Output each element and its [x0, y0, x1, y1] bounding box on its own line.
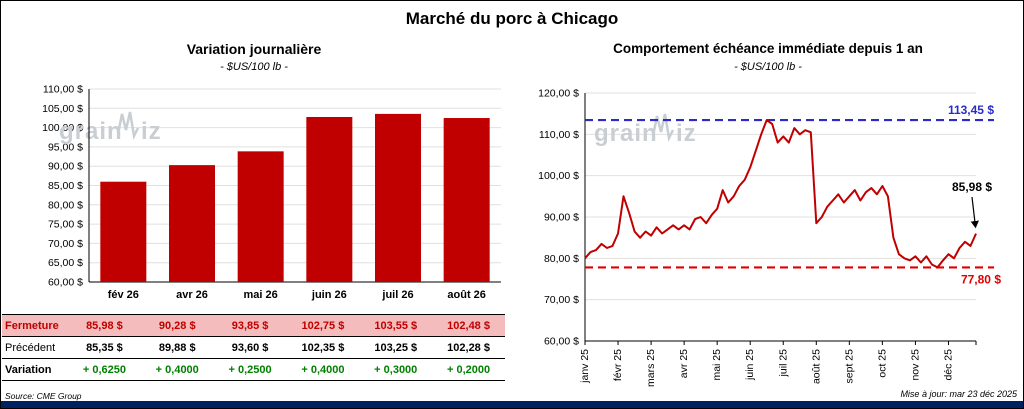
y-tick-label: 75,00 $	[48, 219, 83, 231]
bar-chart-title: Variation journalière	[186, 41, 322, 57]
y-tick-label: 110,00 $	[43, 84, 83, 96]
table-cell: 89,88 $	[158, 341, 196, 354]
grainwiz-watermark: grain iz	[594, 113, 697, 147]
table-cell: + 0,6250	[82, 363, 126, 376]
x-category-label: avr 26	[176, 289, 208, 301]
table-cell: + 0,4000	[155, 363, 199, 376]
max-value-label: 113,45 $	[948, 103, 994, 117]
page-title: Marché du porc à Chicago	[405, 9, 619, 28]
y-tick-label: 120,00 $	[538, 88, 579, 100]
bar	[169, 165, 215, 282]
table-cell: 85,98 $	[86, 319, 123, 332]
table-cell: + 0,2500	[228, 363, 272, 376]
x-category-label: avr 25	[678, 349, 690, 378]
y-tick-label: 90,00 $	[48, 161, 83, 173]
y-tick-label: 60,00 $	[544, 336, 579, 348]
y-tick-label: 90,00 $	[544, 212, 579, 224]
svg-text:iz: iz	[676, 120, 697, 147]
y-tick-label: 70,00 $	[48, 238, 83, 250]
table-cell: 90,28 $	[158, 319, 196, 332]
table-cell: 93,85 $	[231, 319, 269, 332]
table-cell: 103,25 $	[374, 341, 418, 354]
bottom-accent-bar	[1, 401, 1023, 408]
table-cell: 85,35 $	[86, 341, 123, 354]
x-category-label: août 26	[447, 289, 486, 301]
immediate-maturity-line-chart: 120,00 $ 110,00 $ 100,00 $ 90,00 $ 80,00 $ 70…	[538, 88, 1001, 387]
bar	[100, 181, 147, 282]
table-cell: + 0,2000	[447, 363, 491, 376]
table-cell: 93,60 $	[231, 341, 269, 354]
line-chart-title: Comportement échéance immédiate depuis 1…	[613, 41, 923, 56]
bar	[306, 116, 353, 282]
bar	[237, 151, 284, 282]
x-category-label: juil 25	[777, 349, 789, 378]
table-cell: 102,28 $	[447, 341, 490, 354]
lightning-icon	[116, 111, 140, 140]
table-row-precedent: Précédent 85,35 $ 89,88 $ 93,60 $ 102,35 $ 10…	[2, 336, 505, 358]
y-tick-label: 85,00 $	[48, 180, 83, 192]
table-cell: + 0,3000	[374, 363, 418, 376]
y-tick-label: 80,00 $	[544, 253, 579, 265]
last-value-arrow	[970, 196, 979, 229]
row-label: Variation	[5, 363, 52, 376]
x-category-label: févr 25	[612, 349, 624, 381]
x-category-label: mai 25	[711, 349, 723, 381]
table-cell: 102,75 $	[301, 319, 345, 332]
row-label: Fermeture	[5, 319, 59, 332]
table-row-variation: Variation + 0,6250 + 0,4000 + 0,2500 + 0,400…	[2, 358, 505, 381]
table-row-fermeture: Fermeture 85,98 $ 90,28 $ 93,85 $ 102,75 $ 10…	[2, 314, 505, 336]
bar	[443, 118, 490, 283]
y-tick-label: 60,00 $	[48, 277, 83, 289]
y-tick-label: 105,00 $	[42, 103, 83, 115]
x-category-label: mars 25	[645, 349, 657, 387]
x-category-label: juil 26	[381, 289, 413, 301]
table-cell: 103,55 $	[374, 319, 418, 332]
svg-text:grain: grain	[594, 120, 658, 147]
last-value-label: 85,98 $	[952, 180, 992, 194]
x-category-label: déc 25	[942, 349, 954, 381]
y-tick-label: 70,00 $	[544, 294, 579, 306]
y-tick-label: 80,00 $	[48, 199, 83, 211]
x-category-label: août 25	[810, 349, 822, 384]
x-category-label: juin 26	[311, 289, 347, 301]
x-category-label: sept 25	[843, 349, 855, 384]
y-tick-label: 100,00 $	[42, 122, 83, 134]
min-value-label: 77,80 $	[961, 272, 1001, 286]
x-category-label: nov 25	[909, 349, 921, 381]
y-tick-label: 65,00 $	[48, 257, 83, 269]
bar-chart-subtitle: - $US/100 lb -	[220, 61, 288, 73]
y-tick-label: 110,00 $	[539, 129, 579, 141]
x-category-label: mai 26	[244, 289, 278, 301]
x-category-label: oct 25	[876, 349, 888, 378]
price-line	[584, 119, 977, 269]
daily-variation-bar-chart: 110,00 $ 105,00 $ 100,00 $ 95,00 $ 90,00 $ 85…	[42, 84, 501, 301]
table-cell: + 0,4000	[301, 363, 345, 376]
row-label: Précédent	[5, 341, 56, 354]
x-category-label: juin 25	[744, 349, 756, 381]
bar	[375, 113, 421, 282]
svg-text:iz: iz	[141, 118, 162, 145]
x-category-label: fév 26	[108, 289, 139, 301]
y-tick-label: 100,00 $	[538, 170, 579, 182]
svg-text:grain: grain	[59, 118, 123, 145]
y-tick-label: 95,00 $	[48, 141, 83, 153]
x-category-label: janv 25	[579, 349, 591, 384]
table-cell: 102,35 $	[301, 341, 345, 354]
updated-note: Mise à jour: mar 23 déc 2025	[900, 389, 1017, 399]
line-chart-subtitle: - $US/100 lb -	[734, 61, 802, 73]
source-note: Source: CME Group	[5, 391, 82, 401]
grainwiz-watermark: grain iz	[59, 111, 162, 145]
table-cell: 102,48 $	[447, 319, 490, 332]
price-table: Fermeture 85,98 $ 90,28 $ 93,85 $ 102,75 $ 10…	[2, 314, 505, 381]
